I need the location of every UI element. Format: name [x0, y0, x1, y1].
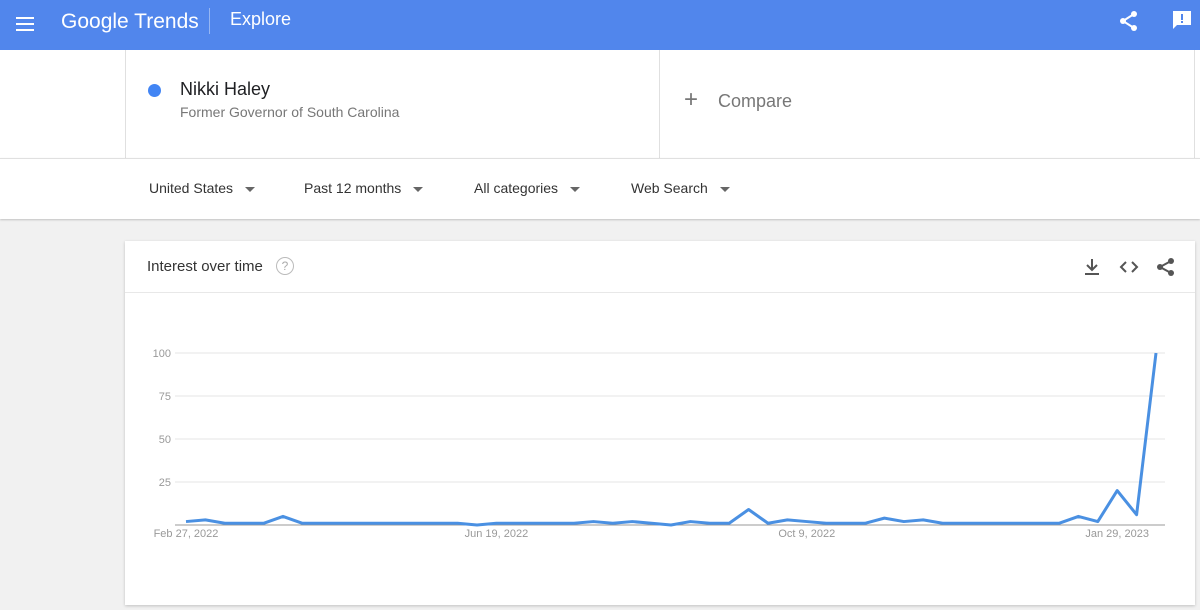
- x-tick-label: Feb 27, 2022: [154, 528, 219, 540]
- search-term[interactable]: Nikki Haley: [180, 79, 271, 99]
- term-description: Former Governor of South Carolina: [180, 104, 400, 120]
- filter-dropdown[interactable]: Past 12 months: [304, 180, 423, 196]
- divider: [125, 50, 126, 158]
- x-tick-label: Jun 19, 2022: [465, 528, 529, 540]
- compare-button[interactable]: Compare: [718, 91, 793, 111]
- share-icon[interactable]: [1156, 257, 1176, 277]
- y-tick-label: 50: [159, 434, 171, 446]
- divider: [125, 292, 1195, 293]
- plus-icon[interactable]: +: [684, 86, 699, 113]
- divider: [659, 50, 660, 158]
- trend-line: [185, 352, 1158, 527]
- help-icon[interactable]: ?: [276, 257, 294, 275]
- filter-dropdown[interactable]: Web Search: [631, 180, 730, 196]
- x-tick-label: Oct 9, 2022: [778, 528, 835, 540]
- top-bar: Google Trends Explore: [0, 0, 1200, 50]
- y-tick-label: 75: [159, 391, 171, 403]
- logo[interactable]: Google Trends: [61, 10, 199, 33]
- term-dot: [148, 84, 161, 97]
- download-icon[interactable]: [1083, 258, 1101, 276]
- menu-icon[interactable]: [15, 14, 35, 34]
- share-icon[interactable]: [1118, 10, 1140, 32]
- page-title: Explore: [230, 9, 292, 29]
- y-tick-label: 100: [153, 348, 171, 360]
- x-tick-label: Jan 29, 2023: [1085, 528, 1149, 540]
- chart: 25 50 75 100 Feb 27, 2022 Jun 19, 2022 Oct 9, …: [153, 348, 1165, 540]
- feedback-icon[interactable]: [1172, 10, 1192, 30]
- filter-dropdown[interactable]: All categories: [474, 180, 580, 196]
- search-panel: Nikki Haley Former Governor of South Car…: [0, 50, 1200, 158]
- divider: [209, 8, 210, 34]
- divider: [1194, 50, 1195, 158]
- embed-icon[interactable]: [1119, 258, 1139, 276]
- chart-card: Interest over time ?: [125, 241, 1195, 605]
- chart-title: Interest over time: [147, 258, 263, 275]
- filter-dropdown[interactable]: United States: [149, 180, 255, 196]
- y-tick-label: 25: [159, 477, 171, 489]
